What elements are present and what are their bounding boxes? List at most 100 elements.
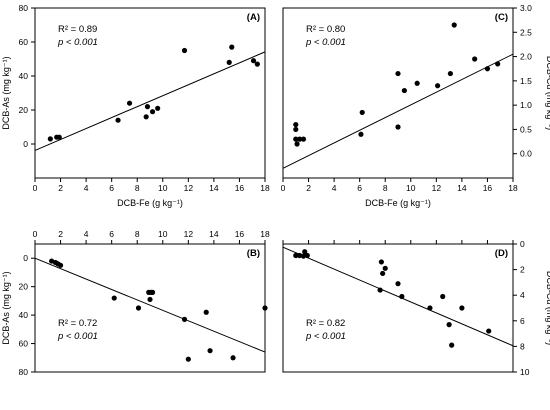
data-point (447, 70, 453, 77)
data-point (293, 252, 299, 259)
x-tick-label: 12 (184, 183, 194, 193)
plot-frame (282, 7, 514, 179)
data-point (250, 58, 257, 64)
panel-b: 0 2 4 6 8 10 12 14 16 18 0 20 40 60 80 DCB-As (mg kg⁻¹)… (1, 229, 270, 377)
y-tick-label: 20 (19, 105, 29, 115)
data-point (207, 348, 213, 354)
data-point (181, 47, 188, 54)
y-tick-label: 60 (19, 339, 29, 349)
panel-d: 0 2 4 6 8 10 DCB-Cd (mg kg⁻¹) (D) R² = 0.82 p < 0… (282, 239, 550, 377)
data-point (294, 141, 300, 147)
x-tick-label: 0 (33, 183, 38, 193)
r-squared-label: R² = 0.72 (58, 318, 97, 329)
data-point (126, 100, 133, 106)
y-tick-label: 2.5 (520, 27, 532, 37)
x-tick-label: 8 (383, 183, 388, 193)
panel-c: 0 2 4 6 8 10 12 14 16 18 0.0 0.5 1.0 1.5 2.0 2.5 3.0 DCB-… (281, 3, 550, 208)
y-tick-label: 10 (520, 367, 530, 377)
data-point (472, 56, 478, 62)
data-point (300, 136, 307, 142)
data-point (395, 70, 401, 77)
x-tick-label: 4 (84, 229, 89, 239)
y-axis-label: DCB-Cd (mg kg⁻¹) (545, 56, 550, 130)
y-axis-label: DCB-As (mg kg⁻¹) (1, 56, 11, 129)
data-point (135, 305, 142, 311)
x-tick-label: 16 (483, 183, 493, 193)
data-point (143, 114, 149, 120)
data-point (440, 293, 446, 300)
x-tick-label: 10 (158, 229, 168, 239)
x-tick-label: 0 (33, 229, 38, 239)
data-point (111, 295, 117, 301)
data-point (147, 296, 153, 303)
r-squared-label: R² = 0.89 (58, 24, 97, 35)
data-point (230, 355, 236, 361)
data-point (297, 252, 303, 259)
data-point (47, 136, 53, 142)
y-tick-label: 0 (520, 239, 525, 249)
data-point (358, 131, 364, 137)
x-tick-label: 10 (158, 183, 168, 193)
data-point (293, 136, 299, 142)
panel-label: (C) (495, 12, 508, 23)
x-tick-label: 6 (357, 183, 362, 193)
data-point (486, 328, 492, 334)
data-point (495, 61, 501, 67)
data-point (401, 87, 407, 94)
x-tick-label: 2 (58, 183, 63, 193)
y-tick-label: 40 (19, 71, 29, 81)
y-tick-label: 80 (19, 367, 29, 377)
r-squared-label: R² = 0.82 (306, 318, 345, 329)
data-point (377, 287, 383, 293)
x-tick-label: 12 (184, 229, 194, 239)
data-point (229, 44, 235, 50)
data-point (382, 265, 388, 271)
y-tick-label: 2 (520, 265, 525, 275)
data-point (399, 293, 405, 300)
y-tick-label: 40 (19, 310, 29, 320)
data-point (300, 253, 307, 259)
x-axis-label: DCB-Fe (g kg⁻¹) (117, 198, 183, 208)
regression-line (282, 246, 514, 347)
x-tick-label: 6 (109, 229, 114, 239)
data-point (380, 270, 386, 277)
panel-label: (D) (495, 248, 508, 259)
x-axis-label: DCB-Fe (g kg⁻¹) (365, 198, 431, 208)
data-point (395, 281, 401, 287)
data-point (149, 289, 156, 295)
regression-line (34, 51, 266, 151)
data-point (427, 305, 433, 311)
y-tick-label: 1.5 (520, 76, 532, 86)
data-point (304, 252, 310, 259)
x-tick-label: 10 (406, 183, 416, 193)
x-tick-label: 8 (135, 229, 140, 239)
p-value-label: p < 0.001 (305, 331, 346, 342)
x-tick-label: 16 (235, 229, 245, 239)
x-tick-label: 8 (135, 183, 140, 193)
x-tick-label: 14 (209, 183, 219, 193)
x-tick-label: 18 (260, 183, 270, 193)
y-axis-label: DCB-Cd (mg kg⁻¹) (545, 271, 550, 345)
y-tick-label: 0 (23, 253, 28, 263)
y-tick-label: 0.5 (520, 124, 532, 134)
y-tick-label: 0 (23, 139, 28, 149)
p-value-label: p < 0.001 (57, 331, 98, 342)
x-tick-label: 12 (432, 183, 442, 193)
y-tick-label: 6 (520, 316, 525, 326)
data-point (149, 109, 156, 115)
y-axis-label: DCB-As (mg kg⁻¹) (1, 271, 11, 344)
plot-frame (282, 243, 514, 373)
data-point (359, 109, 365, 116)
data-point (226, 59, 232, 65)
y-tick-label: 4 (520, 290, 525, 300)
x-tick-label: 2 (306, 183, 311, 193)
p-value-label: p < 0.001 (305, 37, 346, 48)
data-point (57, 262, 64, 268)
data-point (115, 117, 121, 123)
regression-line (282, 53, 514, 169)
panel-a: 0 2 4 6 8 10 12 14 16 18 0 20 40 60 80 DCB-Fe (g kg⁻¹) D… (1, 3, 270, 208)
data-point (293, 121, 299, 128)
x-tick-label: 14 (457, 183, 467, 193)
data-point (451, 22, 457, 28)
